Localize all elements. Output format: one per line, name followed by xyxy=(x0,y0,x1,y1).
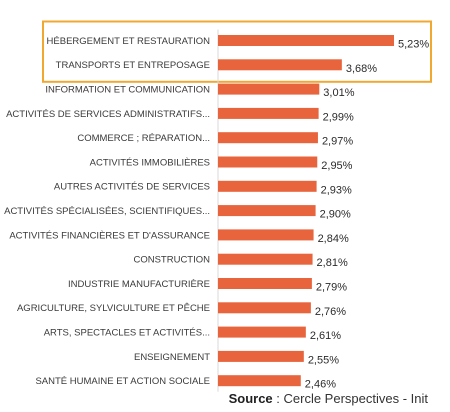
value-label: 2,99% xyxy=(323,111,354,123)
category-label: HÉBERGEMENT ET RESTAURATION xyxy=(47,36,211,47)
category-label: SANTÉ HUMAINE ET ACTION SOCIALE xyxy=(35,376,210,387)
bar xyxy=(218,83,320,95)
bar xyxy=(218,302,311,314)
bar xyxy=(218,350,304,362)
value-label: 2,46% xyxy=(305,379,336,391)
value-label: 2,55% xyxy=(308,354,339,366)
category-label: ACTIVITÉS FINANCIÈRES ET D'ASSURANCE xyxy=(9,230,210,241)
bars xyxy=(218,35,394,387)
category-label: AGRICULTURE, SYLVICULTURE ET PÊCHE xyxy=(17,303,210,314)
bar xyxy=(218,132,318,144)
bar xyxy=(218,229,314,241)
value-label: 3,68% xyxy=(346,63,377,75)
value-label: 5,23% xyxy=(398,39,429,51)
source-note: Source : Cercle Perspectives - Init xyxy=(229,391,428,406)
bar xyxy=(218,253,313,265)
highlight-layer xyxy=(42,20,432,83)
bar xyxy=(218,375,301,387)
value-label: 2,97% xyxy=(322,136,353,148)
bar xyxy=(218,156,318,168)
value-label: 2,84% xyxy=(318,233,349,245)
value-label: 2,79% xyxy=(316,282,347,294)
bar xyxy=(218,59,342,71)
category-label: ARTS, SPECTACLES ET ACTIVITÉS... xyxy=(44,328,210,339)
category-label: ACTIVITÉS DE SERVICES ADMINISTRATIFS... xyxy=(6,109,210,120)
bar xyxy=(218,205,316,217)
bar xyxy=(218,35,394,46)
value-label: 3,01% xyxy=(323,87,354,99)
bar xyxy=(218,107,319,119)
value-label: 2,95% xyxy=(321,160,352,172)
category-label: ACTIVITÉS SPÉCIALISÉES, SCIENTIFIQUES... xyxy=(4,206,210,217)
bar xyxy=(218,180,317,192)
highlight-frame xyxy=(42,20,432,83)
category-label: CONSTRUCTION xyxy=(133,255,210,266)
bar xyxy=(218,326,306,338)
bar xyxy=(218,278,312,289)
category-label: INFORMATION ET COMMUNICATION xyxy=(45,85,210,96)
source-separator: : xyxy=(272,391,284,406)
source-label: Source xyxy=(228,391,273,406)
value-label: 2,93% xyxy=(321,184,352,196)
category-label: AUTRES ACTIVITÉS DE SERVICES xyxy=(54,182,210,193)
source-text: Cercle Perspectives - Init xyxy=(283,391,429,406)
category-label: INDUSTRIE MANUFACTURIÈRE xyxy=(68,279,210,290)
category-label: ENSEIGNEMENT xyxy=(134,352,210,363)
value-labels: 5,23% 3,68% 3,01% 2,99% 2,97% 2,95% 2,93% 2,90%… xyxy=(305,39,430,391)
category-labels: HÉBERGEMENT ET RESTAURATION TRANSPORTS ET… xyxy=(4,36,210,387)
value-label: 2,90% xyxy=(320,209,351,221)
value-label: 2,76% xyxy=(315,306,346,318)
category-label: COMMERCE ; RÉPARATION... xyxy=(77,133,210,144)
value-label: 2,81% xyxy=(317,257,348,269)
category-label: ACTIVITÉS IMMOBILIÈRES xyxy=(90,157,210,168)
value-label: 2,61% xyxy=(310,330,341,342)
category-label: TRANSPORTS ET ENTREPOSAGE xyxy=(56,60,210,71)
